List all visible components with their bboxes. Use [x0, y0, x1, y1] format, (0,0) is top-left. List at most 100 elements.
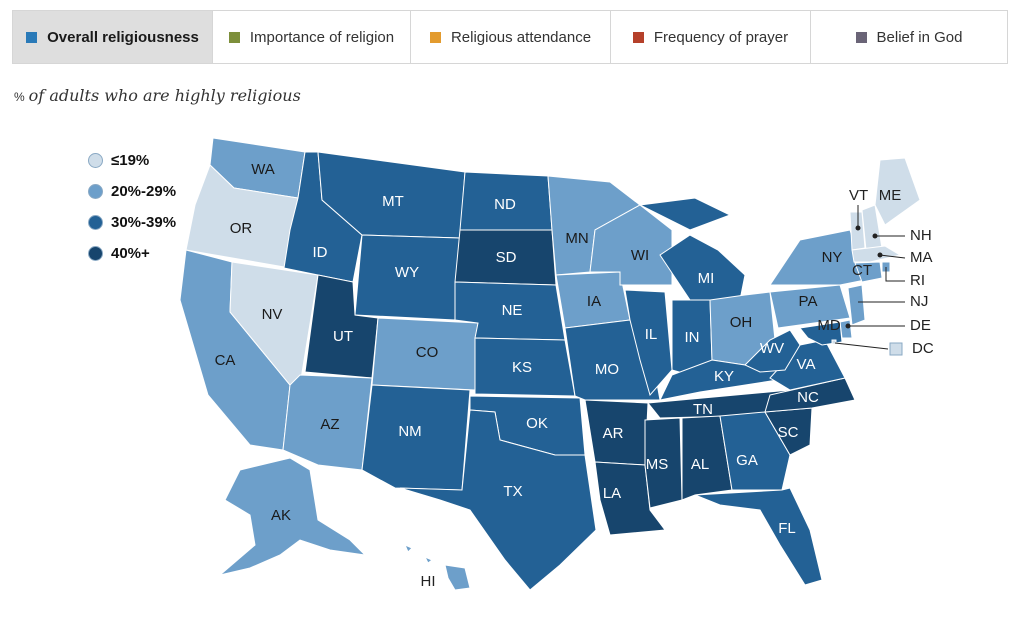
callout-dot-de [845, 323, 851, 329]
state-label-tx: TX [503, 483, 522, 500]
state-fl[interactable] [694, 487, 823, 586]
state-label-il: IL [645, 326, 658, 343]
state-me[interactable] [874, 157, 921, 226]
state-label-fl: FL [778, 520, 796, 537]
state-label-ma: MA [910, 249, 933, 266]
state-label-nj: NJ [910, 293, 928, 310]
state-pa[interactable] [769, 284, 851, 329]
state-label-ok: OK [526, 415, 548, 432]
state-wv[interactable] [744, 329, 801, 373]
callout-swatch-dc [889, 342, 903, 356]
callout-dot-ma [877, 252, 883, 258]
state-label-ut: UT [333, 328, 353, 345]
state-label-ms: MS [646, 456, 669, 473]
state-label-mo: MO [595, 361, 619, 378]
state-label-vt: VT [849, 187, 868, 204]
state-label-md: MD [817, 317, 840, 334]
swatch-icon [26, 31, 38, 43]
state-label-de: DE [910, 317, 931, 334]
state-ak[interactable] [219, 457, 367, 576]
state-label-in: IN [685, 329, 700, 346]
state-ms[interactable] [644, 417, 683, 509]
state-label-wi: WI [631, 247, 649, 264]
state-wi[interactable] [589, 204, 673, 286]
state-label-id: ID [313, 244, 328, 261]
map-legend: ≤19% 20%-29% 30%-39% 40%+ [88, 145, 176, 269]
swatch-icon [855, 31, 867, 43]
tab-belief-in-god[interactable]: Belief in God [811, 11, 1007, 63]
state-label-az: AZ [320, 416, 339, 433]
legend-dot [88, 184, 103, 199]
state-hi[interactable] [404, 544, 471, 591]
state-al[interactable] [681, 415, 733, 501]
legend-dot [88, 246, 103, 261]
state-label-ak: AK [271, 507, 291, 524]
state-il[interactable] [624, 289, 673, 397]
callout-line-ma [879, 254, 906, 259]
state-label-co: CO [416, 344, 439, 361]
state-nj[interactable] [847, 284, 866, 326]
state-label-me: ME [879, 187, 902, 204]
callout-line-ri [885, 267, 905, 282]
tab-label: Religious attendance [450, 28, 592, 46]
state-label-ri: RI [910, 272, 925, 289]
state-label-oh: OH [730, 314, 753, 331]
state-label-ca: CA [215, 352, 236, 369]
state-az[interactable] [282, 374, 373, 471]
state-label-pa: PA [799, 293, 818, 310]
tab-religious-attendance[interactable]: Religious attendance [411, 11, 611, 63]
state-label-nv: NV [262, 306, 283, 323]
legend-item: ≤19% [88, 145, 176, 176]
state-label-nd: ND [494, 196, 516, 213]
state-label-dc: DC [912, 340, 934, 357]
tab-label: Frequency of prayer [653, 28, 789, 46]
state-label-ar: AR [603, 425, 624, 442]
state-label-ny: NY [822, 249, 843, 266]
state-tx[interactable] [399, 409, 597, 591]
state-label-wv: WV [760, 340, 784, 357]
state-label-ky: KY [714, 368, 734, 385]
state-ga[interactable] [719, 411, 791, 491]
state-label-nc: NC [797, 389, 819, 406]
tab-overall-religiousness[interactable]: Overall religiousness [13, 11, 213, 63]
callout-line-dc [834, 342, 889, 350]
legend-item: 30%-39% [88, 207, 176, 238]
state-label-ne: NE [502, 302, 523, 319]
state-label-ct: CT [852, 262, 872, 279]
state-label-nh: NH [910, 227, 932, 244]
legend-item: 20%-29% [88, 176, 176, 207]
state-ct[interactable] [854, 261, 883, 283]
state-label-sc: SC [778, 424, 799, 441]
state-mi[interactable] [638, 197, 746, 301]
callout-dot-vt [855, 225, 861, 231]
state-label-ga: GA [736, 452, 758, 469]
state-label-mi: MI [698, 270, 715, 287]
tab-label: Overall religiousness [47, 28, 199, 46]
state-label-mn: MN [565, 230, 588, 247]
state-label-sd: SD [496, 249, 517, 266]
state-ma[interactable] [851, 245, 902, 263]
tab-frequency-of-prayer[interactable]: Frequency of prayer [611, 11, 811, 63]
state-label-mt: MT [382, 193, 404, 210]
legend-dot [88, 215, 103, 230]
state-label-or: OR [230, 220, 253, 237]
tab-label: Belief in God [876, 28, 963, 46]
state-label-hi: HI [421, 573, 436, 590]
state-ny[interactable] [769, 229, 866, 286]
tab-bar: Overall religiousness Importance of reli… [12, 10, 1008, 64]
state-label-al: AL [691, 456, 709, 473]
state-label-wa: WA [251, 161, 275, 178]
legend-item: 40%+ [88, 238, 176, 269]
tab-importance-of-religion[interactable]: Importance of religion [213, 11, 411, 63]
callout-lines [834, 205, 906, 356]
state-label-la: LA [603, 485, 621, 502]
state-label-wy: WY [395, 264, 419, 281]
swatch-icon [429, 31, 441, 43]
state-label-va: VA [797, 356, 816, 373]
callout-dot-nh [872, 233, 878, 239]
state-label-nm: NM [398, 423, 421, 440]
state-label-tn: TN [693, 401, 713, 418]
swatch-icon [228, 31, 240, 43]
state-label-ks: KS [512, 359, 532, 376]
